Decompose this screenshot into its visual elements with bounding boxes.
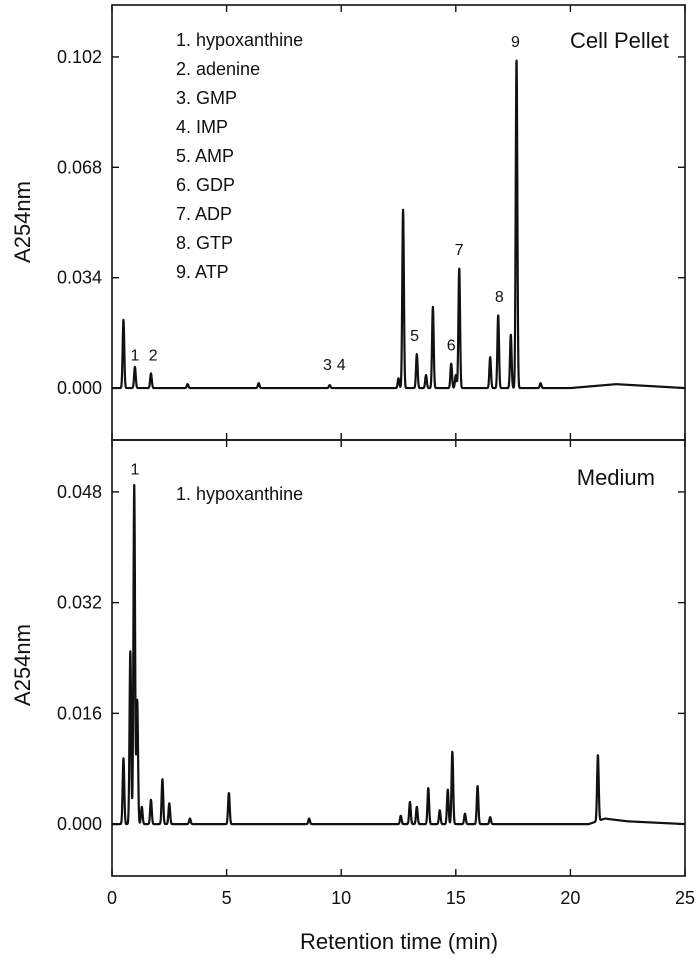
cell-pellet-peak-label: 2 bbox=[149, 347, 158, 364]
medium-panel-title: Medium bbox=[577, 465, 655, 490]
x-axis-title: Retention time (min) bbox=[300, 929, 498, 954]
legend-item: 9. ATP bbox=[176, 262, 229, 282]
legend-item: 2. adenine bbox=[176, 59, 260, 79]
legend-item: 5. AMP bbox=[176, 146, 234, 166]
cell-pellet-trace bbox=[111, 59, 686, 390]
legend-item: 1. hypoxanthine bbox=[176, 484, 303, 504]
medium-y-tick-label: 0.000 bbox=[57, 814, 102, 834]
cell-pellet-peak-label: 5 bbox=[410, 328, 419, 345]
medium-y-tick-label: 0.032 bbox=[57, 593, 102, 613]
medium-peak-label: 1 bbox=[130, 462, 139, 479]
x-tick-label: 0 bbox=[107, 888, 117, 908]
medium-legend: 1. hypoxanthine bbox=[176, 484, 303, 504]
cell-pellet-panel-title: Cell Pellet bbox=[570, 28, 669, 53]
cell-pellet-legend: 1. hypoxanthine 2. adenine 3. GMP 4. IMP… bbox=[176, 30, 303, 282]
medium-y-axis-title: A254nm bbox=[10, 624, 35, 706]
x-tick-label: 5 bbox=[222, 888, 232, 908]
cell-pellet-y-tick-label: 0.102 bbox=[57, 47, 102, 67]
medium-y-tick-label: 0.016 bbox=[57, 703, 102, 723]
cell-pellet-y-tick-label: 0.068 bbox=[57, 157, 102, 177]
cell-pellet-y-tick-label: 0.000 bbox=[57, 378, 102, 398]
medium-trace bbox=[111, 483, 686, 826]
x-tick-label: 20 bbox=[560, 888, 580, 908]
cell-pellet-y-axis-title: A254nm bbox=[10, 181, 35, 263]
legend-item: 4. IMP bbox=[176, 117, 228, 137]
legend-item: 3. GMP bbox=[176, 88, 237, 108]
x-tick-label: 25 bbox=[675, 888, 695, 908]
cell-pellet-peak-label: 1 bbox=[130, 347, 139, 364]
cell-pellet-peak-label: 4 bbox=[337, 357, 346, 374]
traces-layer bbox=[111, 59, 686, 826]
cell-pellet-peak-label: 7 bbox=[455, 242, 464, 259]
medium-plot-frame bbox=[111, 439, 686, 877]
cell-pellet-peak-label: 6 bbox=[447, 338, 456, 355]
legend-item: 7. ADP bbox=[176, 204, 232, 224]
axes-frame bbox=[111, 4, 686, 877]
cell-pellet-peak-label: 9 bbox=[511, 34, 520, 51]
medium-y-tick-label: 0.048 bbox=[57, 482, 102, 502]
cell-pellet-peak-label: 8 bbox=[495, 289, 504, 306]
legend-item: 8. GTP bbox=[176, 233, 233, 253]
legend-item: 1. hypoxanthine bbox=[176, 30, 303, 50]
cell-pellet-peak-label: 3 bbox=[323, 357, 332, 374]
legend-item: 6. GDP bbox=[176, 175, 235, 195]
cell-pellet-y-tick-label: 0.034 bbox=[57, 268, 102, 288]
x-tick-label: 10 bbox=[331, 888, 351, 908]
x-tick-label: 15 bbox=[446, 888, 466, 908]
